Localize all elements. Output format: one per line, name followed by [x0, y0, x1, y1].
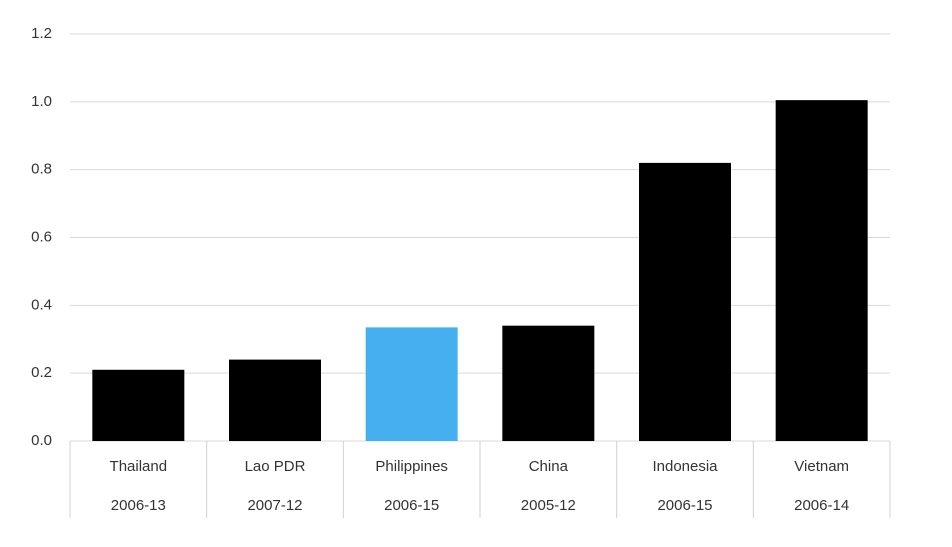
period-label: 2005-12: [521, 497, 576, 514]
bar: [229, 359, 321, 441]
bar: [639, 162, 731, 441]
period-label: 2006-15: [384, 497, 439, 514]
x-tick-label: Lao PDR: [245, 458, 306, 475]
y-tick-label: 0.4: [31, 296, 52, 313]
bar: [365, 327, 458, 441]
x-tick-label: Indonesia: [652, 458, 718, 475]
x-tick-label: China: [529, 458, 569, 475]
x-tick-label: Philippines: [375, 458, 448, 475]
bar: [775, 100, 868, 441]
y-tick-label: 0.6: [31, 228, 52, 245]
bar: [92, 369, 185, 441]
y-tick-label: 0.8: [31, 161, 52, 178]
y-tick-label: 0.0: [31, 432, 52, 449]
period-label: 2006-13: [111, 497, 166, 514]
x-tick-label: Vietnam: [794, 458, 849, 475]
y-tick-label: 1.2: [31, 25, 52, 42]
y-tick-label: 0.2: [31, 364, 52, 381]
period-label: 2006-15: [657, 497, 712, 514]
period-label: 2006-14: [794, 497, 849, 514]
period-label: 2007-12: [247, 497, 302, 514]
bar: [502, 325, 595, 441]
x-tick-label: Thailand: [110, 458, 168, 475]
y-tick-label: 1.0: [31, 93, 52, 110]
